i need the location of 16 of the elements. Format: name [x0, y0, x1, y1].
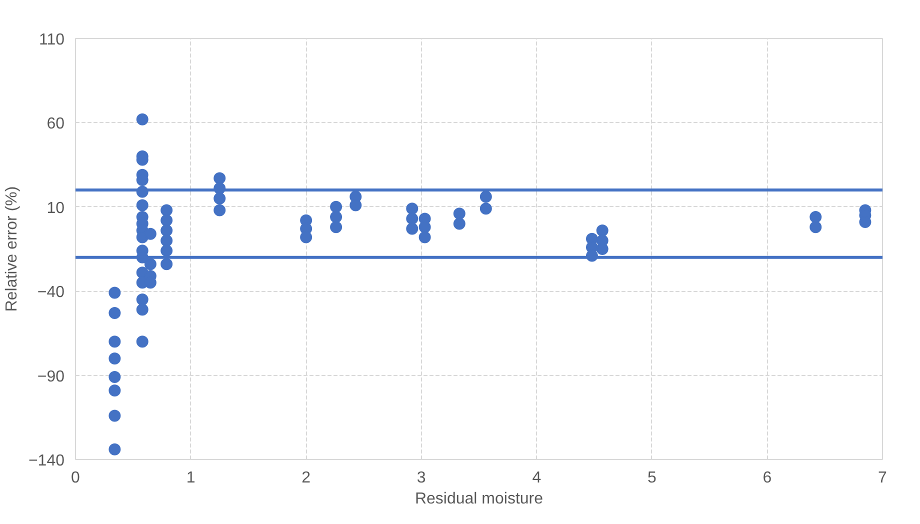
y-tick-label: −40 — [37, 284, 65, 302]
x-tick-label: 6 — [762, 470, 772, 486]
y-tick-label: 10 — [46, 200, 65, 217]
x-tick-label: 2 — [302, 470, 311, 486]
x-tick-label: 5 — [647, 470, 656, 486]
y-tick-label: −140 — [28, 452, 65, 470]
y-tick-label: 110 — [38, 32, 65, 48]
x-tick-label: 4 — [532, 470, 542, 486]
x-axis-title: Residual moisture — [414, 490, 544, 508]
x-tick-label: 0 — [71, 470, 80, 486]
y-tick-label: 60 — [46, 116, 65, 133]
y-tick-label: −90 — [37, 368, 65, 386]
x-tick-label: 1 — [186, 470, 196, 486]
x-tick-label: 3 — [416, 470, 426, 486]
x-tick-label: 7 — [878, 470, 888, 486]
y-axis-title: Relative error (%) — [3, 186, 20, 312]
